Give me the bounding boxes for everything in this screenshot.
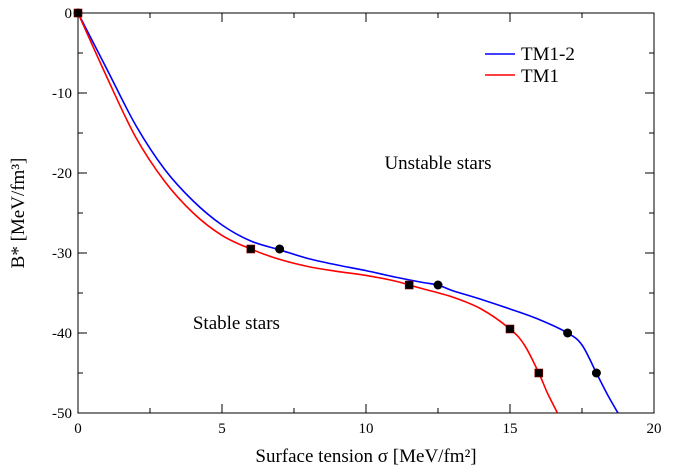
y-tick-label: 0 — [65, 6, 73, 22]
x-tick-label: 0 — [74, 421, 82, 437]
markers-layer — [73, 8, 601, 378]
legend-label-tm1: TM1 — [521, 66, 559, 87]
annotation-stable-stars: Stable stars — [193, 313, 280, 334]
data-point — [433, 280, 443, 290]
y-tick-label: -30 — [52, 246, 72, 262]
data-point — [534, 368, 544, 378]
data-point — [505, 324, 515, 334]
y-tick-label: -10 — [52, 86, 72, 102]
y-tick-label: -40 — [52, 326, 72, 342]
y-axis-title: B* [MeV/fm³] — [8, 158, 29, 269]
legend: TM1-2 TM1 — [485, 44, 575, 87]
legend-label-tm1-2: TM1-2 — [521, 44, 575, 65]
plot-frame — [77, 12, 655, 414]
x-tick-label: 20 — [647, 421, 662, 437]
x-tick-label: 15 — [503, 421, 518, 437]
y-tick-label: -50 — [52, 406, 72, 422]
x-axis-title: Surface tension σ [MeV/fm²] — [255, 446, 476, 467]
series-layer — [77, 12, 619, 414]
data-point — [73, 8, 83, 18]
x-tick-label: 5 — [218, 421, 226, 437]
annotation-unstable-stars: Unstable stars — [384, 153, 491, 174]
data-point — [563, 328, 573, 338]
data-point — [246, 244, 256, 254]
data-point — [591, 368, 601, 378]
series-line-tm1-2 — [77, 12, 619, 414]
x-tick-label: 10 — [359, 421, 374, 437]
axis-ticks: 0 5 10 15 20 0 -10 -20 -30 -40 -50 — [52, 6, 662, 437]
data-point — [275, 244, 285, 254]
y-tick-label: -20 — [52, 166, 72, 182]
series-line-tm1 — [77, 12, 559, 414]
data-point — [404, 280, 414, 290]
